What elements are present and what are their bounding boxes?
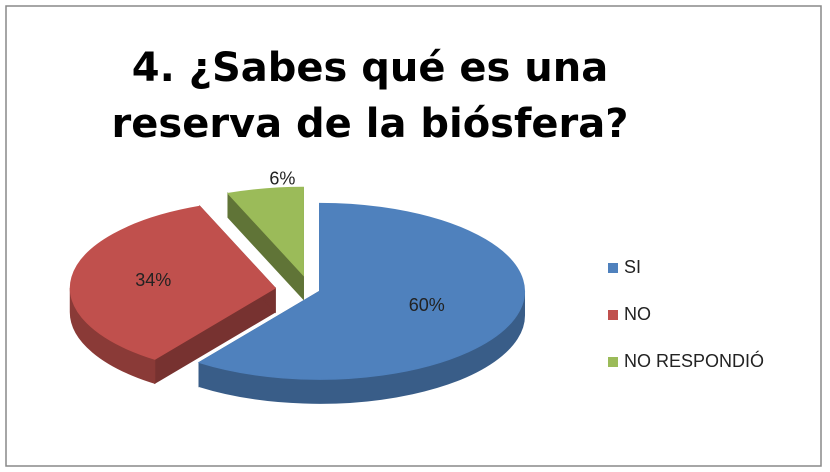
data-label: 60%: [409, 295, 445, 315]
legend-swatch: [608, 310, 618, 320]
legend-label: NO: [624, 304, 651, 324]
legend-swatch: [608, 357, 618, 367]
slice: [69, 205, 277, 360]
data-label: 6%: [269, 168, 295, 188]
legend-label: SI: [624, 257, 641, 277]
legend-label: NO RESPONDIÓ: [624, 350, 764, 371]
chart-title: 4. ¿Sabes qué es una reserva de la biósf…: [111, 45, 629, 147]
data-label: 34%: [135, 270, 171, 290]
slice: [197, 202, 526, 380]
legend-swatch: [608, 263, 618, 273]
slice: [226, 186, 304, 277]
